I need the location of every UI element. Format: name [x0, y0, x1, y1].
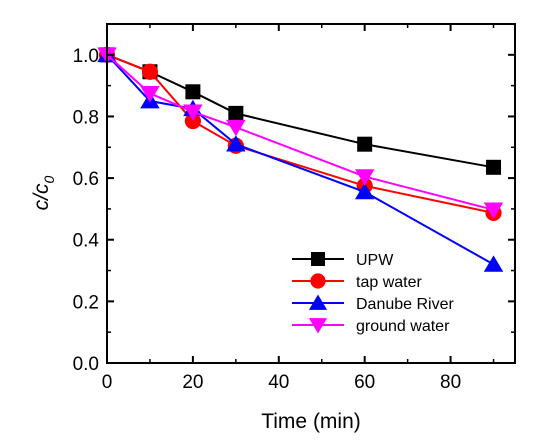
plot-series-layer	[97, 45, 504, 272]
data-point-triangle-up	[308, 294, 328, 310]
series-tap-water	[98, 46, 502, 222]
y-tick-label: 0.6	[73, 169, 99, 190]
y-axis-title-subscript: 0	[41, 175, 57, 183]
data-point-triangle-down	[140, 85, 160, 103]
data-point-square	[357, 136, 373, 152]
data-point-square	[185, 84, 201, 100]
y-tick-label: 0.8	[73, 107, 99, 128]
series-line	[106, 54, 495, 266]
y-axis-title-main: c/c	[30, 183, 53, 210]
series-upw	[99, 47, 502, 175]
data-point-square	[228, 105, 244, 121]
y-tick-label: 1.0	[73, 46, 99, 67]
data-point-triangle-down	[308, 318, 328, 334]
legend-item: tap water	[292, 273, 422, 291]
data-point-triangle-up	[226, 135, 246, 152]
data-point-square	[311, 252, 325, 266]
legend-label: ground water	[356, 318, 450, 335]
data-point-triangle-up	[483, 255, 504, 272]
plot-frame	[106, 23, 516, 364]
x-tick-label: 20	[182, 372, 203, 393]
axis-ticks: 0 20 40 60 80 0.0 0.2 0.4 0.6 0.8 1.0	[73, 23, 515, 393]
x-tick-label: 80	[440, 372, 461, 393]
series-line	[106, 53, 494, 169]
x-tick-label: 0	[102, 372, 113, 393]
data-point-triangle-down	[354, 169, 375, 186]
data-point-triangle-down	[226, 119, 246, 137]
legend-item: Danube River	[292, 294, 455, 313]
legend: UPW tap water Danube River ground water	[292, 252, 455, 335]
legend-label: tap water	[356, 274, 422, 291]
data-point-circle	[310, 273, 326, 289]
x-tick-label: 60	[354, 372, 375, 393]
series-ground-water	[97, 47, 504, 219]
y-tick-label: 0.4	[73, 231, 100, 252]
data-point-circle	[141, 63, 159, 80]
svg-text:c/c0: c/c0	[30, 175, 57, 210]
data-point-triangle-down	[483, 202, 504, 219]
legend-label: Danube River	[356, 296, 455, 313]
legend-item: UPW	[292, 252, 394, 269]
x-tick-label: 40	[268, 372, 289, 393]
data-point-triangle-down	[183, 104, 203, 121]
data-point-triangle-up	[354, 182, 375, 200]
legend-label: UPW	[356, 252, 394, 269]
y-tick-label: 0.0	[73, 354, 99, 375]
y-tick-label: 0.2	[73, 292, 99, 313]
y-axis-title: c/c0	[30, 175, 57, 210]
x-axis-title: Time (min)	[261, 410, 361, 433]
data-point-square	[486, 159, 502, 175]
legend-item: ground water	[292, 318, 450, 335]
